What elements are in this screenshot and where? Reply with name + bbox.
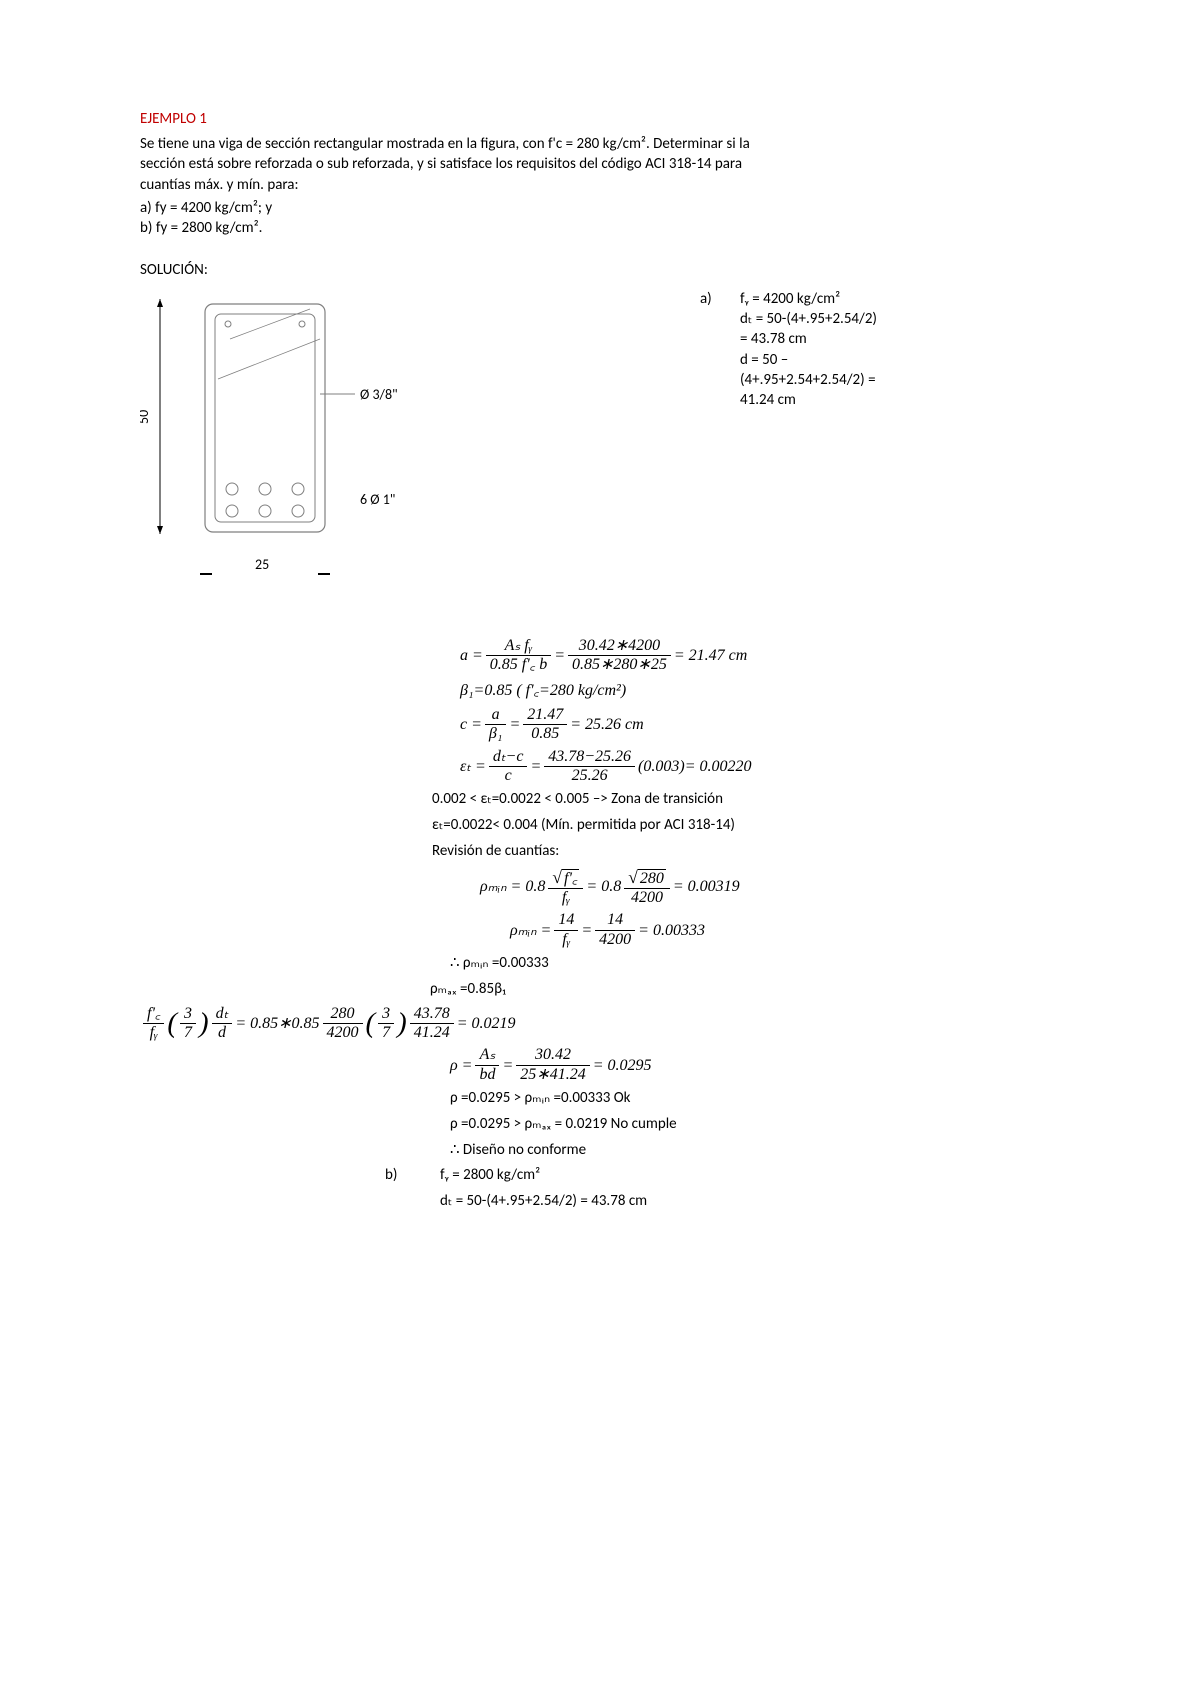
rhomin1-res: = 0.00319 [673,875,740,898]
w-37d: 7 [180,1024,196,1042]
pa-l5: (4+.95+2.54+2.54/2) = [740,370,877,390]
beam-figure: 50 Ø 3/8" 6 Ø 1" [140,289,520,599]
rhomin1-sqrt: 280 [638,869,666,888]
width-dim: 25 [255,556,269,573]
pa-l3: = 43.78 cm [740,329,877,349]
figure-and-parta-row: 50 Ø 3/8" 6 Ø 1" [140,289,1060,599]
rho-res: = 0.0295 [593,1054,652,1077]
solution-label: SOLUCIÓN: [140,261,1060,279]
w-num3: 43.78 [410,1005,454,1024]
beam-svg: 50 Ø 3/8" 6 Ø 1" [140,289,460,599]
check-1: ρ =0.0295 > ρₘᵢₙ =0.00333 Ok [450,1088,1060,1110]
w-mid: = 0.85∗0.85 [235,1012,319,1035]
eps-den2: 25.26 [544,767,635,785]
rhomin2-den: fᵧ [554,931,578,949]
eps-lhs: εₜ = [460,755,486,778]
pb-l1: fᵧ = 2800 kg/cm² [440,1165,540,1187]
rhomin1-lhs: ρₘᵢₙ = 0.8 [480,875,545,898]
pa-l4: d = 50 – [740,350,877,370]
part-b-label: b) [385,1165,440,1187]
w-num2: 280 [323,1005,363,1024]
check-2: ρ =0.0295 > ρₘₐₓ = 0.0219 No cumple [450,1114,1060,1136]
rhomin2-res: = 0.00333 [638,919,705,942]
w-den1: fᵧ [143,1024,164,1042]
eq-rhomin1: ρₘᵢₙ = 0.8 √f'꜀ fᵧ = 0.8 √280 4200 = 0.0… [480,867,1060,908]
w-num1: f'꜀ [143,1005,164,1024]
eq-eps: εₜ = dₜ−cc = 43.78−25.2625.26 (0.003)= 0… [460,748,1060,786]
c-lhs: c = [460,713,482,736]
therefore-rhomin: ∴ ρₘᵢₙ =0.00333 [450,953,1060,975]
w-37n2: 3 [378,1005,394,1024]
eps-tail: (0.003)= 0.00220 [638,755,751,778]
c-num1: a [485,706,507,725]
a-res: = 21.47 cm [674,644,747,667]
rhomin2-num: 14 [554,911,578,930]
part-b-block: b) fᵧ = 2800 kg/cm² [385,1165,1060,1187]
min-permitted-line: εₜ=0.0022< 0.004 (Mín. permitida por ACI… [432,815,1060,837]
rho-num1: Aₛ [475,1046,499,1065]
height-dim: 50 [140,410,152,424]
conclusion: ∴ Diseño no conforme [450,1140,1060,1162]
c-den2: 0.85 [523,725,567,743]
w-dtn: dₜ [212,1005,233,1024]
rhomin1-mid: = 0.8 [586,875,621,898]
w-dtd: d [212,1024,233,1042]
rho-lhs: ρ = [450,1054,472,1077]
bars-label: 6 Ø 1" [360,491,395,508]
eq-rhomin2: ρₘᵢₙ = 14fᵧ = 144200 = 0.00333 [510,911,1060,949]
item-b: b) fy = 2800 kg/cm². [140,219,1060,237]
w-den3: 41.24 [410,1024,454,1042]
beta-line: β₁=0.85 ( f'꜀=280 kg/cm²) [460,679,626,702]
item-a: a) fy = 4200 kg/cm²; y [140,199,1060,217]
w-37n: 3 [180,1005,196,1024]
document-page: EJEMPLO 1 Se tiene una viga de sección r… [0,0,1200,1277]
part-a-label: a) [700,289,740,411]
example-title: EJEMPLO 1 [140,110,1060,128]
rho-num2: 30.42 [516,1046,589,1065]
eq-a: a = Aₛ fᵧ0.85 f'꜀ b = 30.42∗42000.85∗280… [460,637,1060,675]
eps-num1: dₜ−c [489,748,528,767]
a-num2: 30.42∗4200 [568,637,671,656]
problem-line3: cuantías máx. y mín. para: [140,176,299,194]
rhomax-line: ρₘₐₓ =0.85β₁ [430,979,1060,1001]
rhomin2-den2: 4200 [595,931,635,949]
eq-rho: ρ = Aₛbd = 30.4225∗41.24 = 0.0295 [450,1046,1060,1084]
rhomin2-lhs: ρₘᵢₙ = [510,919,551,942]
revision-label: Revisión de cuantías: [432,841,1060,863]
a-lhs: a = [460,644,483,667]
c-den1: β₁ [485,725,507,743]
calculations: a = Aₛ fᵧ0.85 f'꜀ b = 30.42∗42000.85∗280… [460,637,1060,1213]
rhomin1-den: fᵧ [548,889,583,907]
pa-l1: fᵧ = 4200 kg/cm² [740,289,877,309]
w-den2: 4200 [323,1024,363,1042]
part-a-block: a) fᵧ = 4200 kg/cm² dₜ = 50-(4+.95+2.54/… [520,289,1060,411]
w-37d2: 7 [378,1024,394,1042]
eps-den1: c [489,767,528,785]
pa-l2: dₜ = 50-(4+.95+2.54/2) [740,309,877,329]
rho-den1: bd [475,1066,499,1084]
eps-num2: 43.78−25.26 [544,748,635,767]
eq-rhomax-wide: f'꜀fᵧ ( 37 ) dₜd = 0.85∗0.85 2804200 ( 3… [140,1005,1060,1043]
pa-l6: 41.24 cm [740,390,877,410]
rho-den2: 25∗41.24 [516,1066,589,1084]
eq-c: c = aβ₁ = 21.470.85 = 25.26 cm [460,706,1060,744]
rhomin2-num2: 14 [595,911,635,930]
rhomin1-den2: 4200 [624,889,670,907]
problem-line1: Se tiene una viga de sección rectangular… [140,135,750,153]
stirrup-label: Ø 3/8" [360,386,398,403]
problem-line2: sección está sobre reforzada o sub refor… [140,155,742,173]
eq-beta: β₁=0.85 ( f'꜀=280 kg/cm²) [460,679,1060,702]
transition-line: 0.002 < εₜ=0.0022 < 0.005 –> Zona de tra… [432,789,1060,811]
pb-l2: dₜ = 50-(4+.95+2.54/2) = 43.78 cm [440,1191,1060,1213]
problem-statement: Se tiene una viga de sección rectangular… [140,134,1060,195]
a-den2: 0.85∗280∗25 [568,656,671,674]
c-res: = 25.26 cm [570,713,643,736]
a-num1: Aₛ fᵧ [486,637,551,656]
c-num2: 21.47 [523,706,567,725]
w-res: = 0.0219 [457,1012,516,1035]
a-den1: 0.85 f'꜀ b [486,656,551,674]
